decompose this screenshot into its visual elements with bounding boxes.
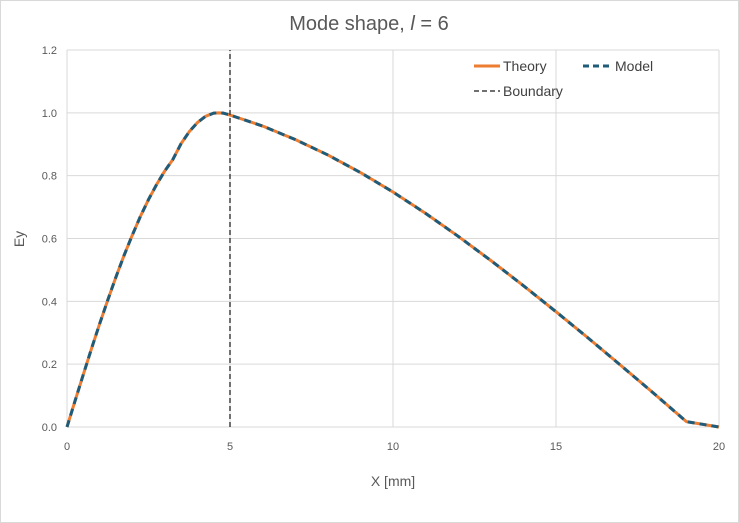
y-tick-label: 0.6 [42,234,57,246]
gridlines [66,49,720,428]
x-axis-label: X [mm] [371,473,415,489]
x-tick-label: 20 [713,441,725,453]
y-tick-label: 1.2 [42,45,57,57]
x-tick-label: 5 [227,441,233,453]
y-tick-label: 0.8 [42,171,57,183]
x-tick-label: 15 [550,441,562,453]
x-tick-label: 0 [64,441,70,453]
y-tick-label: 0.0 [42,422,57,434]
x-tick-label: 10 [387,441,399,453]
legend-label-model: Model [615,58,653,74]
y-tick-label: 0.4 [42,296,57,308]
legend: Theory Model Boundary [474,58,653,99]
series-line-model [65,111,720,429]
legend-label-boundary: Boundary [503,83,563,99]
legend-label-theory: Theory [503,58,547,74]
series-layer [65,50,720,429]
y-axis-label: Ey [11,231,27,247]
chart-title: Mode shape, l = 6 [289,13,449,35]
tick-labels: 0.0 0.2 0.4 0.6 0.8 1.0 1.2 0 5 10 15 20 [42,45,725,453]
y-tick-label: 0.2 [42,359,57,371]
y-tick-label: 1.0 [42,108,57,120]
